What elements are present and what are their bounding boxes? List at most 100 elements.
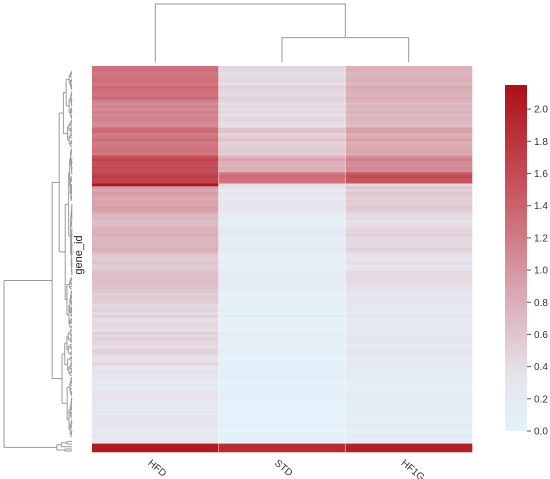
heatmap-cell <box>345 228 473 232</box>
heatmap-cell <box>345 275 473 279</box>
heatmap-cell <box>218 440 346 444</box>
heatmap-cell <box>92 382 219 386</box>
heatmap-cell <box>92 415 219 419</box>
heatmap-cell <box>218 303 346 307</box>
heatmap-cell <box>218 384 346 388</box>
heatmap-cell <box>345 256 473 260</box>
heatmap-cell <box>345 281 473 285</box>
heatmap-cell <box>218 141 346 145</box>
heatmap-cell <box>345 91 473 95</box>
heatmap-cell <box>92 105 219 109</box>
heatmap-cell <box>345 314 473 319</box>
heatmap-cell <box>218 172 346 176</box>
heatmap-cell <box>218 438 346 442</box>
heatmap-cell <box>92 236 219 240</box>
heatmap-cell <box>218 320 346 324</box>
heatmap-cell <box>92 253 219 257</box>
heatmap-cell <box>345 356 473 360</box>
heatmap-cell <box>218 424 346 428</box>
heatmap-cell <box>345 337 473 341</box>
heatmap-cell <box>92 303 219 307</box>
heatmap-cell <box>345 189 473 193</box>
heatmap-cell <box>218 135 346 140</box>
heatmap-cell <box>345 233 473 237</box>
heatmap-cell <box>218 245 346 249</box>
heatmap-cell <box>218 286 346 291</box>
heatmap-cell <box>345 79 473 84</box>
heatmap-cell <box>218 393 346 397</box>
heatmap-cell <box>218 233 346 237</box>
heatmap-cell <box>345 418 473 422</box>
heatmap-cell <box>345 253 473 257</box>
heatmap-cell <box>345 135 473 140</box>
heatmap-cell <box>92 155 219 159</box>
heatmap-cell <box>92 138 219 142</box>
heatmap-cell <box>92 113 219 117</box>
heatmap-cell <box>218 261 346 265</box>
heatmap-cell <box>92 410 219 414</box>
heatmap-cell <box>92 121 219 126</box>
heatmap-cell <box>218 102 346 106</box>
heatmap-cell <box>218 435 346 439</box>
dendrogram-link <box>154 3 346 62</box>
heatmap-cell <box>218 365 346 369</box>
heatmap-cell <box>218 96 346 100</box>
heatmap-cell <box>92 186 219 190</box>
heatmap-cell <box>345 398 473 402</box>
column-dendrogram <box>154 3 410 62</box>
dendrogram-link <box>281 37 410 62</box>
heatmap-cell <box>92 272 219 277</box>
heatmap-cell <box>218 328 346 333</box>
heatmap-cell <box>345 286 473 291</box>
heatmap-cell <box>218 396 346 400</box>
heatmap-cell <box>92 163 219 167</box>
heatmap-cell <box>92 217 219 221</box>
heatmap-cell <box>345 191 473 195</box>
heatmap-cell <box>218 231 346 235</box>
heatmap-cell <box>92 298 219 302</box>
heatmap-cell <box>345 68 473 72</box>
heatmap-cell <box>218 74 346 78</box>
column-label: HFD <box>145 458 168 479</box>
heatmap-cell <box>92 149 219 154</box>
heatmap-cell <box>92 393 219 397</box>
heatmap-cell <box>92 127 219 131</box>
heatmap-cell <box>92 354 219 358</box>
heatmap-cell <box>345 110 473 114</box>
colorbar-tick-label: 0.8 <box>534 298 548 309</box>
heatmap-cell <box>92 404 219 408</box>
heatmap-cell <box>345 449 473 453</box>
heatmap-cell <box>218 368 346 372</box>
heatmap-cell <box>218 284 346 288</box>
heatmap-cell <box>218 200 346 204</box>
colorbar-tick-label: 0.4 <box>534 362 548 373</box>
heatmap-cell <box>218 110 346 114</box>
heatmap-cell <box>345 306 473 310</box>
heatmap-cell <box>92 245 219 249</box>
heatmap-cell <box>345 88 473 92</box>
heatmap-cell <box>92 208 219 212</box>
heatmap-cell <box>345 155 473 159</box>
heatmap-cell <box>92 214 219 218</box>
heatmap-cell <box>92 147 219 151</box>
heatmap-cell <box>218 217 346 221</box>
heatmap-cell <box>345 303 473 307</box>
heatmap-cell <box>345 270 473 274</box>
heatmap-cell <box>345 359 473 363</box>
heatmap-cell <box>92 225 219 229</box>
heatmap-cell <box>218 236 346 240</box>
heatmap-cell <box>218 144 346 148</box>
heatmap-cell <box>92 317 219 321</box>
heatmap-cell <box>345 250 473 254</box>
heatmap-cell <box>218 121 346 126</box>
heatmap-cell <box>218 85 346 89</box>
heatmap-cell <box>218 340 346 344</box>
heatmap-cell <box>218 382 346 386</box>
heatmap-cell <box>218 415 346 419</box>
heatmap-cell <box>218 407 346 411</box>
heatmap-cell <box>92 286 219 291</box>
heatmap-cell <box>345 432 473 436</box>
heatmap-cell <box>345 387 473 391</box>
heatmap-cell <box>345 107 473 112</box>
heatmap-cell <box>345 421 473 425</box>
